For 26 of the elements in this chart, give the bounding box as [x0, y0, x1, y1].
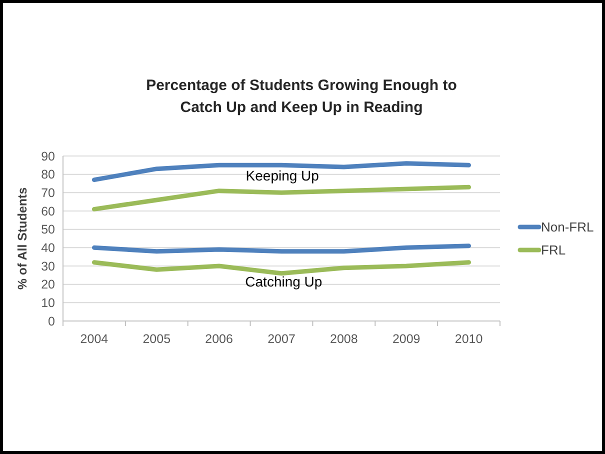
x-tick-label: 2009	[392, 332, 420, 346]
x-tick-label: 2008	[330, 332, 358, 346]
x-tick-label: 2010	[454, 332, 483, 346]
y-tick-label: 0	[48, 314, 56, 328]
y-tick-label: 90	[41, 149, 56, 164]
y-axis-title: % of All Students	[15, 187, 30, 290]
y-tick-label: 20	[41, 278, 56, 292]
y-tick-label: 10	[41, 296, 56, 310]
x-tick-label: 2004	[80, 332, 108, 346]
legend-label: Non-FRL	[541, 220, 594, 235]
annotation: Keeping Up	[246, 168, 320, 184]
chart-title: Percentage of Students Growing Enough to Catch Up and Keep Up in Reading	[146, 77, 457, 116]
line-series	[92, 184, 472, 212]
legend-label: FRL	[541, 242, 566, 258]
x-tick-label: 2006	[205, 332, 234, 346]
y-tick-label: 40	[41, 241, 56, 256]
y-tick-label: 60	[41, 204, 56, 218]
y-tick-label: 30	[41, 259, 56, 274]
y-tick-label: 50	[41, 222, 56, 237]
line-series	[92, 260, 472, 276]
x-tick-label: 2005	[142, 332, 171, 346]
x-tick-label: 2007	[268, 332, 296, 346]
y-tick-label: 70	[41, 186, 56, 200]
annotation: Catching Up	[245, 273, 322, 290]
y-tick-label: 80	[41, 168, 56, 182]
line-series	[92, 161, 472, 182]
